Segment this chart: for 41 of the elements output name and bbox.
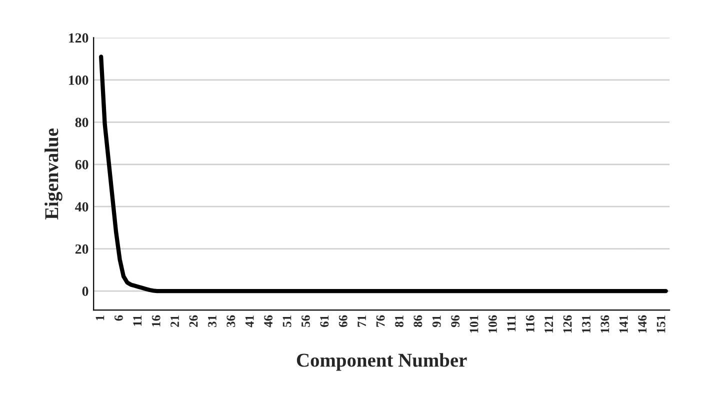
x-tick-label: 51 — [282, 316, 292, 327]
y-tick-label: 100 — [69, 76, 88, 85]
x-tick-label: 21 — [170, 316, 179, 327]
y-tick-label: 60 — [75, 160, 88, 170]
x-tick-label: 131 — [582, 316, 590, 333]
x-tick-label: 76 — [376, 315, 385, 327]
x-tick-label: 16 — [152, 315, 160, 326]
x-tick-label: 31 — [208, 316, 216, 327]
x-tick-label: 126 — [563, 315, 572, 333]
x-tick-label: 26 — [189, 315, 198, 327]
x-tick-label: 136 — [600, 315, 610, 333]
x-tick-label: 71 — [358, 316, 366, 327]
y-axis-title: Eigenvalue — [44, 128, 62, 220]
x-tick-label: 81 — [394, 316, 404, 328]
x-tick-label: 36 — [226, 315, 236, 327]
x-tick-label: 66 — [338, 315, 348, 327]
x-tick-label: 121 — [544, 316, 553, 333]
x-tick-label: 116 — [526, 315, 534, 332]
x-tick-label: 106 — [488, 315, 497, 333]
x-axis-title: Component Number — [296, 353, 467, 371]
x-tick-label: 141 — [619, 316, 628, 333]
x-tick-label: 91 — [432, 316, 441, 328]
x-tick-label: 11 — [133, 316, 142, 326]
x-tick-label: 46 — [264, 315, 273, 328]
line-series — [98, 54, 668, 294]
x-tick-label: 6 — [114, 315, 123, 321]
x-tick-label: 101 — [470, 316, 478, 333]
y-tick-label: 80 — [75, 118, 88, 128]
x-tick-label: 61 — [320, 316, 329, 327]
x-tick-label: 96 — [451, 315, 460, 328]
y-tick-label: 20 — [75, 244, 88, 254]
y-tick-label: 120 — [69, 33, 88, 43]
y-tick-label: 0 — [82, 286, 88, 296]
x-tick-label: 151 — [656, 316, 666, 333]
y-tick-label: 40 — [75, 202, 88, 212]
x-tick-label: 56 — [302, 315, 310, 327]
x-tick-label: 111 — [507, 316, 516, 332]
x-tick-label: 41 — [245, 316, 254, 328]
x-tick-label: 1 — [96, 316, 104, 320]
x-tick-label: 86 — [414, 315, 422, 328]
x-tick-label: 146 — [638, 315, 647, 333]
